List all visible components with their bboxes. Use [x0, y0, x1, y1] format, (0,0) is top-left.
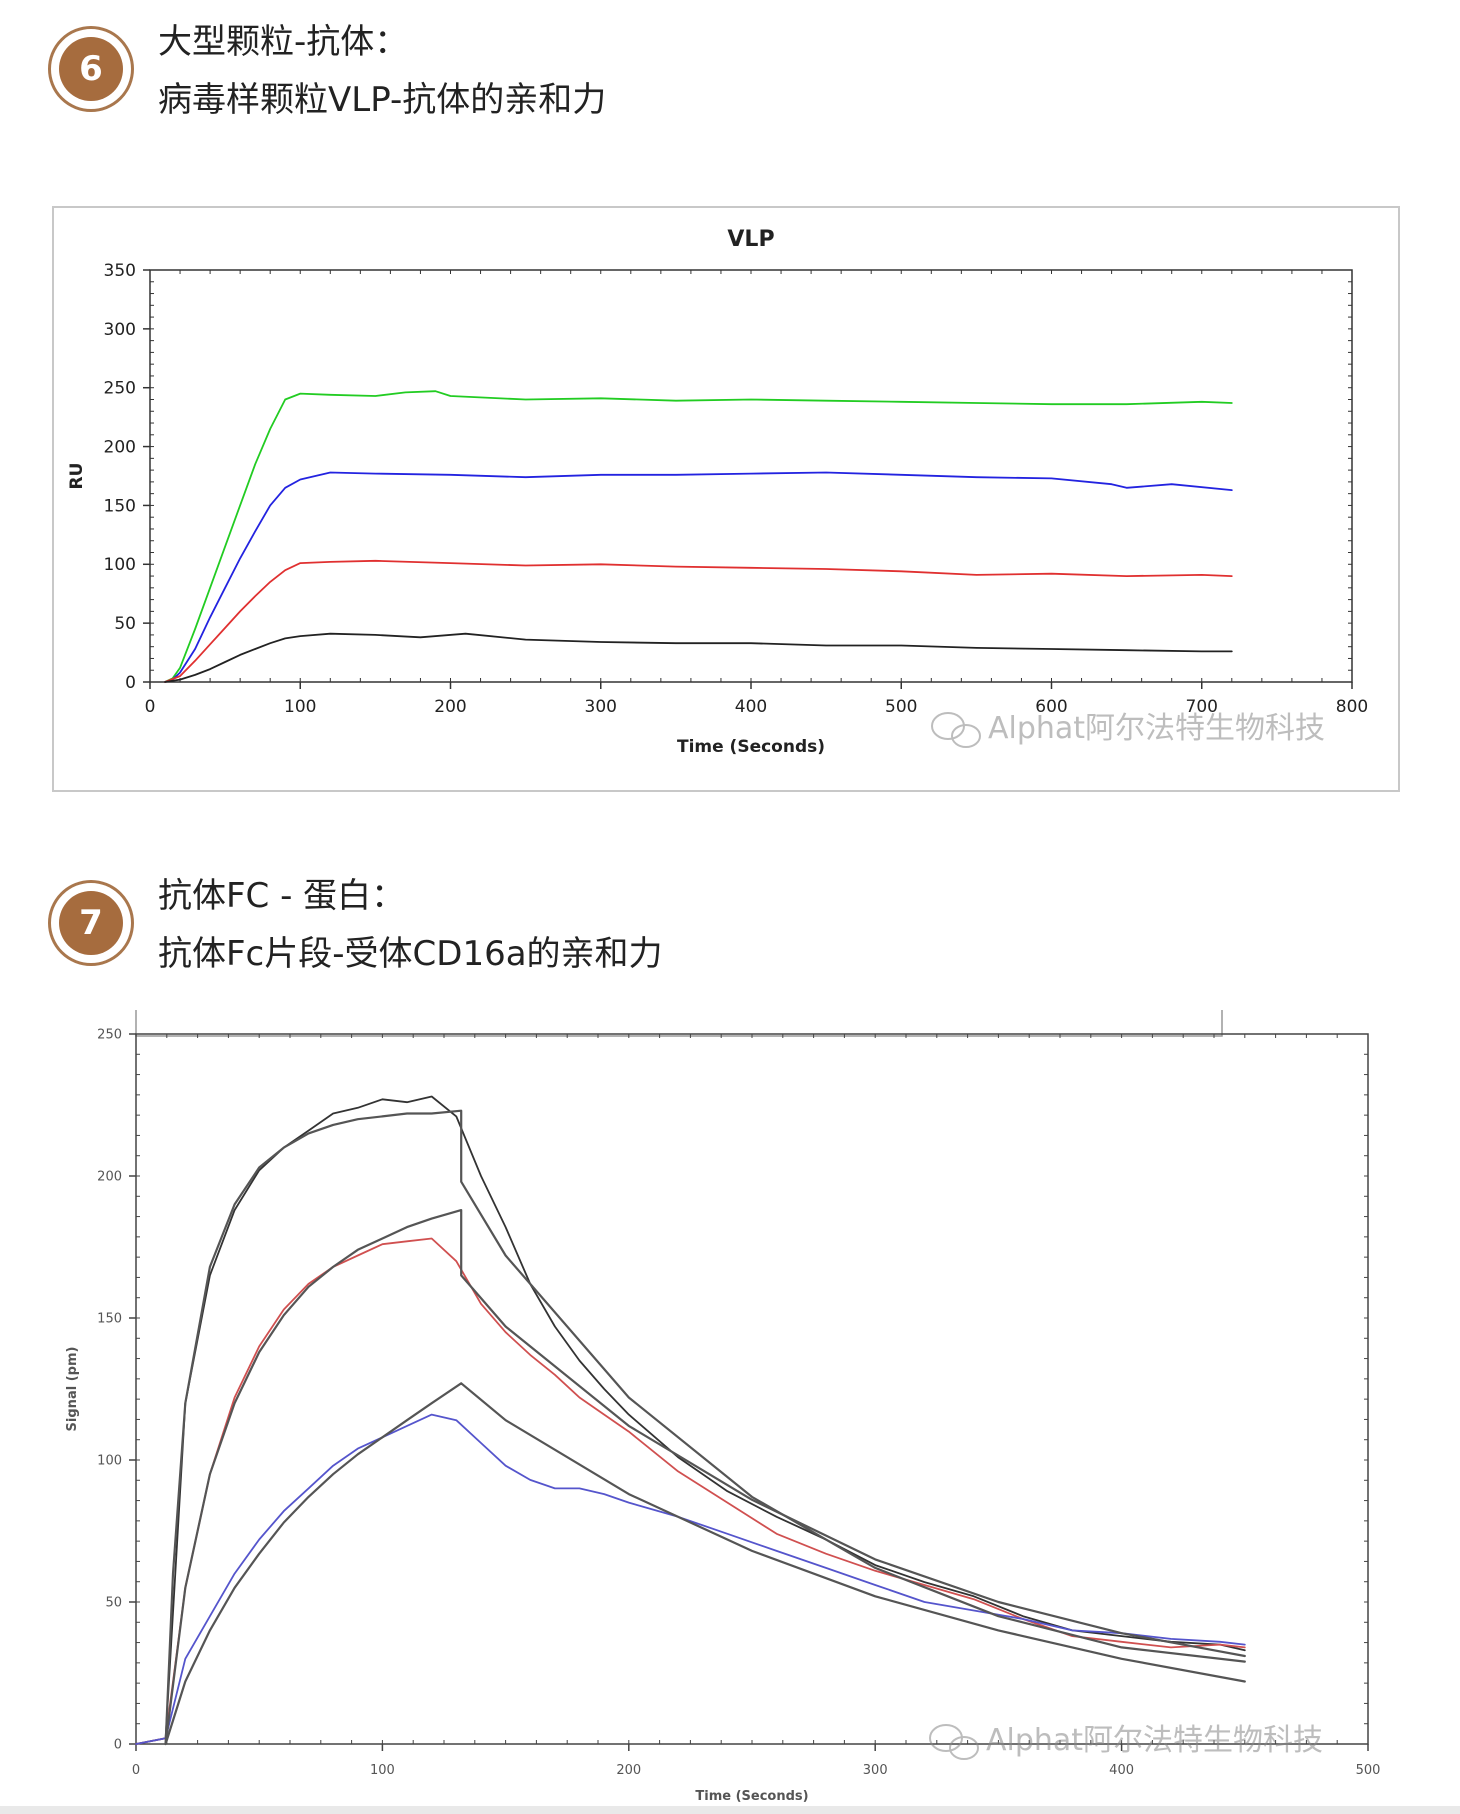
x-axis-label: Time (Seconds) [677, 737, 825, 757]
x-tick-label: 100 [284, 697, 316, 717]
y-tick-label: 200 [104, 438, 136, 458]
y-tick-label: 50 [114, 614, 136, 634]
wechat-icon-bubble [949, 1736, 979, 1760]
x-tick-label: 500 [1356, 1763, 1381, 1778]
wechat-icon-bubble [951, 724, 981, 748]
y-tick-label: 0 [125, 673, 136, 693]
series-line [164, 390, 1233, 683]
x-tick-label: 500 [885, 697, 917, 717]
y-tick-label: 300 [104, 320, 136, 340]
x-tick-label: 300 [863, 1763, 888, 1778]
watermark-text: Alphat阿尔法特生物科技 [986, 1723, 1323, 1758]
y-tick-label: 0 [114, 1738, 122, 1753]
y-axis-label: RU [67, 463, 87, 490]
wechat-icon [929, 1724, 979, 1760]
y-tick-label: 150 [104, 496, 136, 516]
series-line [135, 1237, 1246, 1745]
series-line [164, 559, 1233, 683]
y-tick-label: 250 [104, 379, 136, 399]
y-tick-label: 100 [104, 555, 136, 575]
watermark-fc: Alphat阿尔法特生物科技 [929, 1723, 1323, 1760]
section-heading: 抗体FC - 蛋白： [158, 876, 406, 916]
section-subheading: 抗体Fc片段-受体CD16a的亲和力 [158, 934, 663, 974]
x-tick-label: 0 [145, 697, 156, 717]
page-bottom-bar [0, 1806, 1460, 1814]
wechat-icon [931, 712, 981, 748]
x-tick-label: 100 [370, 1763, 395, 1778]
step-number: 7 [59, 891, 123, 955]
fit-curve [164, 1382, 1246, 1746]
vlp-chart-frame: 0 100 200 300 400 500 600 700 800 0 50 100 150 200 250… [52, 206, 1400, 792]
vlp-chart: 0 100 200 300 400 500 600 700 800 0 50 100 150 200 250… [67, 227, 1368, 757]
watermark-text: Alphat阿尔法特生物科技 [988, 711, 1325, 746]
x-tick-label: 400 [735, 697, 767, 717]
x-axis-label: Time (Seconds) [695, 1789, 808, 1804]
fit-curve [164, 1209, 1246, 1746]
fc-chart: 0 100 200 300 400 500 0 50 100 150 200 250 Time (Sec… [65, 1005, 1381, 1804]
y-tick-label: 150 [97, 1312, 122, 1327]
y-tick-label: 100 [97, 1454, 122, 1469]
x-tick-label: 300 [585, 697, 617, 717]
chart-title: VLP [727, 227, 774, 252]
series-line [135, 1095, 1246, 1745]
plot-area [149, 269, 1353, 683]
x-tick-label: 400 [1109, 1763, 1134, 1778]
y-axis-label: Signal (pm) [65, 1347, 80, 1432]
x-tick-label: 0 [132, 1763, 140, 1778]
series-line [135, 1413, 1246, 1745]
x-tick-label: 600 [1035, 697, 1067, 717]
step-badge-6: 6 [48, 26, 134, 112]
x-tick-label: 700 [1186, 697, 1218, 717]
y-tick-label: 350 [104, 261, 136, 281]
step-number: 6 [59, 37, 123, 101]
fit-curve [164, 1109, 1246, 1746]
x-tick-label: 200 [616, 1763, 641, 1778]
fc-chart-frame: 0 100 200 300 400 500 0 50 100 150 200 250 Time (Sec… [52, 1005, 1432, 1804]
series-line [164, 632, 1233, 683]
y-tick-label: 250 [97, 1028, 122, 1043]
y-tick-label: 200 [97, 1170, 122, 1185]
legend-box [135, 1005, 1223, 1037]
y-tick-label: 50 [105, 1596, 122, 1611]
x-tick-label: 800 [1336, 697, 1368, 717]
series-line [164, 471, 1233, 683]
step-badge-7: 7 [48, 880, 134, 966]
section-subheading: 病毒样颗粒VLP-抗体的亲和力 [158, 80, 607, 120]
x-tick-label: 200 [434, 697, 466, 717]
plot-area [135, 1033, 1369, 1745]
section-heading: 大型颗粒-抗体： [158, 22, 409, 62]
watermark-vlp: Alphat阿尔法特生物科技 [931, 711, 1325, 748]
